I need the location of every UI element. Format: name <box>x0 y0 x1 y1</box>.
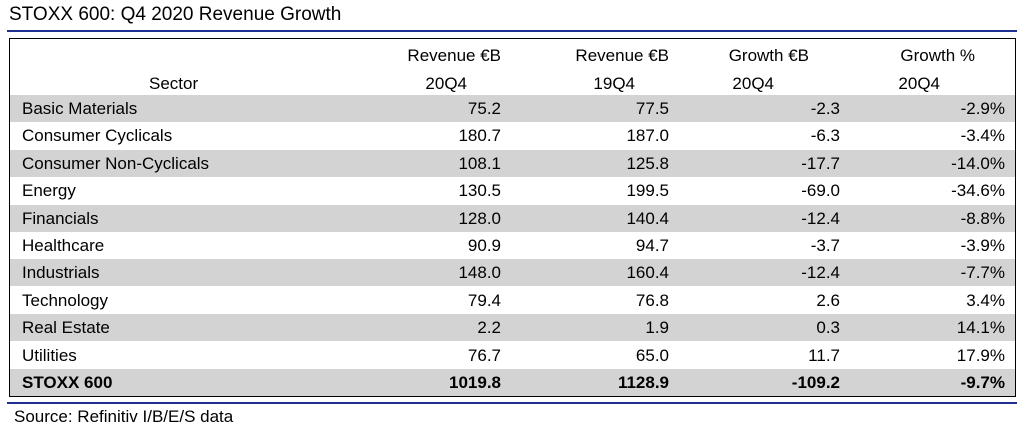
revenue-20q4-cell: 148.0 <box>458 263 501 283</box>
footer-rule <box>7 402 1017 404</box>
revenue-19q4-cell: 199.5 <box>626 181 669 201</box>
sector-cell: Real Estate <box>22 318 110 338</box>
growth-eur-cell: 0.3 <box>816 318 840 338</box>
revenue-19q4-cell: 1.9 <box>645 318 669 338</box>
table-row: Technology 79.4 76.8 2.6 3.4% <box>10 287 1015 314</box>
growth-pct-cell: -34.6% <box>951 181 1005 201</box>
revenue-19q4-cell: 125.8 <box>626 153 669 173</box>
table-row: Healthcare 90.9 94.7 -3.7 -3.9% <box>10 232 1015 259</box>
sector-cell: Financials <box>22 208 99 228</box>
growth-pct-cell: 3.4% <box>966 290 1005 310</box>
table-row: Utilities 76.7 65.0 11.7 17.9% <box>10 342 1015 369</box>
growth-eur-cell: 11.7 <box>808 345 840 365</box>
revenue-20q4-cell: 75.2 <box>467 99 501 118</box>
header-revenue-19q4-line1: Revenue €B <box>575 46 669 65</box>
table-row: Industrials 148.0 160.4 -12.4 -7.7% <box>10 259 1015 287</box>
growth-pct-cell: -7.7% <box>960 263 1005 283</box>
source-note: Source: Refinitiv I/B/E/S data <box>14 407 234 426</box>
revenue-19q4-cell: 160.4 <box>626 263 669 283</box>
growth-eur-cell: -12.4 <box>801 263 840 283</box>
table-row: Basic Materials 75.2 77.5 -2.3 -2.9% <box>10 95 1015 122</box>
growth-pct-cell: -9.7% <box>960 373 1005 392</box>
header-growth-pct-line2: 20Q4 <box>898 74 940 93</box>
growth-eur-cell: -3.7 <box>810 236 840 255</box>
revenue-20q4-cell: 2.2 <box>477 318 501 338</box>
sector-cell: Consumer Cyclicals <box>22 126 173 146</box>
sector-cell: Technology <box>22 290 109 310</box>
sector-cell: STOXX 600 <box>22 373 113 392</box>
sector-cell: Healthcare <box>22 236 105 255</box>
growth-pct-cell: -3.9% <box>960 236 1005 255</box>
growth-eur-cell: -17.7 <box>801 153 840 173</box>
growth-eur-cell: -12.4 <box>801 208 840 228</box>
revenue-20q4-cell: 76.7 <box>467 345 501 365</box>
growth-eur-cell: -2.3 <box>810 99 840 118</box>
revenue-table: Revenue €B Revenue €B Growth €B Growth %… <box>9 38 1016 397</box>
revenue-19q4-cell: 94.7 <box>635 236 669 255</box>
header-sector: Sector <box>149 74 199 93</box>
revenue-19q4-cell: 65.0 <box>635 345 669 365</box>
revenue-20q4-cell: 130.5 <box>458 181 501 201</box>
table-total-row: STOXX 600 1019.8 1128.9 -109.2 -9.7% <box>10 369 1015 396</box>
growth-eur-cell: 2.6 <box>816 290 840 310</box>
header-growth-eur-line2: 20Q4 <box>732 74 774 93</box>
sector-cell: Industrials <box>22 263 100 283</box>
table-row: Energy 130.5 199.5 -69.0 -34.6% <box>10 177 1015 204</box>
header-growth-pct-line1: Growth % <box>900 46 975 65</box>
revenue-20q4-cell: 180.7 <box>458 126 501 146</box>
sector-cell: Basic Materials <box>22 99 138 118</box>
growth-pct-cell: -2.9% <box>960 99 1005 118</box>
growth-eur-cell: -6.3 <box>810 126 840 146</box>
revenue-19q4-cell: 1128.9 <box>617 373 669 392</box>
header-revenue-20q4-line1: Revenue €B <box>407 46 501 65</box>
growth-pct-cell: 17.9% <box>956 345 1005 365</box>
sector-cell: Energy <box>22 181 76 201</box>
growth-pct-cell: -14.0% <box>951 153 1005 173</box>
growth-pct-cell: 14.1% <box>956 318 1005 338</box>
revenue-19q4-cell: 77.5 <box>635 99 669 118</box>
header-growth-eur-line1: Growth €B <box>728 46 809 65</box>
revenue-20q4-cell: 90.9 <box>467 236 501 255</box>
revenue-19q4-cell: 76.8 <box>635 290 669 310</box>
revenue-20q4-cell: 79.4 <box>467 290 501 310</box>
table-row: Consumer Non-Cyclicals 108.1 125.8 -17.7 -14… <box>10 149 1015 177</box>
header-revenue-19q4-line2: 19Q4 <box>593 74 635 93</box>
revenue-19q4-cell: 187.0 <box>626 126 669 146</box>
header-revenue-20q4-line2: 20Q4 <box>425 74 467 93</box>
growth-eur-cell: -69.0 <box>801 181 840 201</box>
page-title: STOXX 600: Q4 2020 Revenue Growth <box>9 4 342 25</box>
sector-cell: Utilities <box>22 345 77 365</box>
revenue-19q4-cell: 140.4 <box>626 208 669 228</box>
growth-pct-cell: -3.4% <box>960 126 1005 146</box>
revenue-20q4-cell: 128.0 <box>458 208 501 228</box>
growth-pct-cell: -8.8% <box>960 208 1005 228</box>
revenue-20q4-cell: 108.1 <box>458 153 501 173</box>
table-row: Consumer Cyclicals 180.7 187.0 -6.3 -3.4% <box>10 122 1015 149</box>
sector-cell: Consumer Non-Cyclicals <box>22 153 210 173</box>
table-row: Real Estate 2.2 1.9 0.3 14.1% <box>10 314 1015 342</box>
revenue-20q4-cell: 1019.8 <box>449 373 501 392</box>
table-row: Financials 128.0 140.4 -12.4 -8.8% <box>10 204 1015 232</box>
title-rule <box>7 30 1017 32</box>
growth-eur-cell: -109.2 <box>791 373 840 392</box>
